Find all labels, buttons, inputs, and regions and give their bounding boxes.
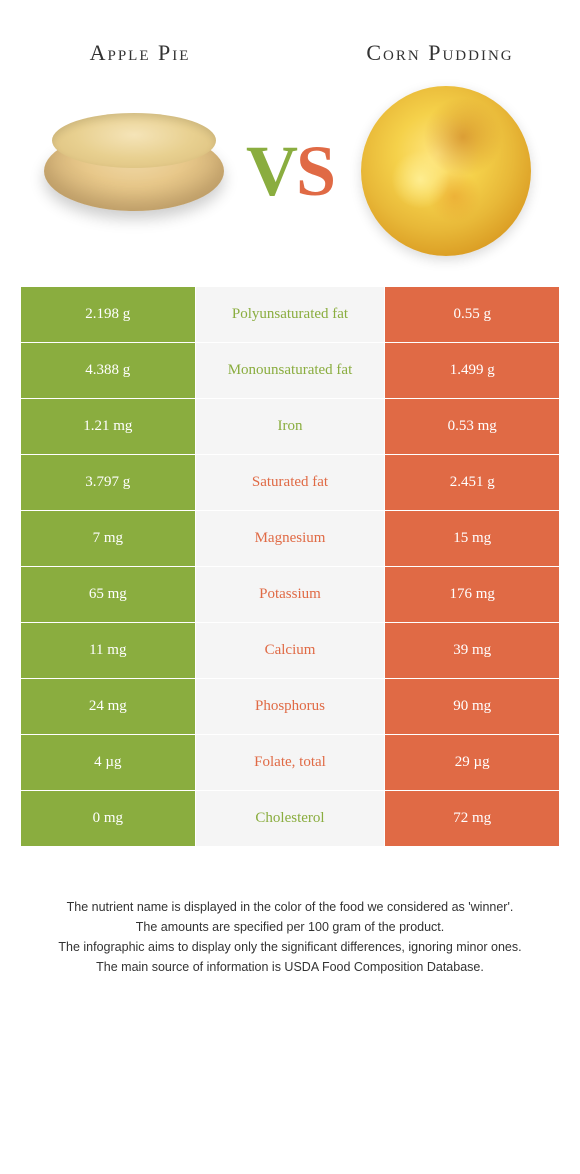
corn-pudding-image — [351, 86, 541, 256]
nutrient-label-cell: Monounsaturated fat — [195, 343, 385, 399]
left-value-cell: 0 mg — [21, 791, 196, 847]
right-value-cell: 15 mg — [385, 511, 560, 567]
right-value-cell: 2.451 g — [385, 455, 560, 511]
table-row: 7 mgMagnesium15 mg — [21, 511, 560, 567]
footer-line: The amounts are specified per 100 gram o… — [30, 917, 550, 937]
right-food-title: Corn Pudding — [350, 40, 530, 66]
left-food-title: Apple Pie — [50, 40, 230, 66]
right-value-cell: 1.499 g — [385, 343, 560, 399]
nutrient-label-cell: Saturated fat — [195, 455, 385, 511]
nutrient-label-cell: Potassium — [195, 567, 385, 623]
nutrient-label-cell: Calcium — [195, 623, 385, 679]
table-row: 24 mgPhosphorus90 mg — [21, 679, 560, 735]
pie-icon — [44, 131, 224, 211]
nutrient-label-cell: Phosphorus — [195, 679, 385, 735]
vs-v-letter: V — [246, 131, 296, 211]
footer-line: The nutrient name is displayed in the co… — [30, 897, 550, 917]
apple-pie-image — [39, 86, 229, 256]
nutrient-label-cell: Magnesium — [195, 511, 385, 567]
left-value-cell: 65 mg — [21, 567, 196, 623]
left-value-cell: 4.388 g — [21, 343, 196, 399]
footer-line: The infographic aims to display only the… — [30, 937, 550, 957]
table-row: 11 mgCalcium39 mg — [21, 623, 560, 679]
right-value-cell: 39 mg — [385, 623, 560, 679]
images-row: VS — [0, 76, 580, 286]
vs-label: VS — [246, 130, 334, 213]
table-row: 2.198 gPolyunsaturated fat0.55 g — [21, 287, 560, 343]
pudding-icon — [361, 86, 531, 256]
nutrient-label-cell: Cholesterol — [195, 791, 385, 847]
table-row: 4.388 gMonounsaturated fat1.499 g — [21, 343, 560, 399]
right-value-cell: 29 µg — [385, 735, 560, 791]
left-value-cell: 3.797 g — [21, 455, 196, 511]
right-value-cell: 90 mg — [385, 679, 560, 735]
table-row: 3.797 gSaturated fat2.451 g — [21, 455, 560, 511]
nutrient-label-cell: Polyunsaturated fat — [195, 287, 385, 343]
left-value-cell: 4 µg — [21, 735, 196, 791]
left-value-cell: 24 mg — [21, 679, 196, 735]
table-row: 4 µgFolate, total29 µg — [21, 735, 560, 791]
nutrient-table: 2.198 gPolyunsaturated fat0.55 g4.388 gM… — [20, 286, 560, 847]
table-row: 0 mgCholesterol72 mg — [21, 791, 560, 847]
footer-notes: The nutrient name is displayed in the co… — [0, 847, 580, 977]
table-row: 1.21 mgIron0.53 mg — [21, 399, 560, 455]
table-row: 65 mgPotassium176 mg — [21, 567, 560, 623]
left-value-cell: 11 mg — [21, 623, 196, 679]
header: Apple Pie Corn Pudding — [0, 0, 580, 76]
right-value-cell: 0.53 mg — [385, 399, 560, 455]
right-value-cell: 72 mg — [385, 791, 560, 847]
left-value-cell: 7 mg — [21, 511, 196, 567]
nutrient-label-cell: Folate, total — [195, 735, 385, 791]
footer-line: The main source of information is USDA F… — [30, 957, 550, 977]
left-value-cell: 2.198 g — [21, 287, 196, 343]
nutrient-label-cell: Iron — [195, 399, 385, 455]
right-value-cell: 0.55 g — [385, 287, 560, 343]
left-value-cell: 1.21 mg — [21, 399, 196, 455]
right-value-cell: 176 mg — [385, 567, 560, 623]
vs-s-letter: S — [296, 131, 334, 211]
